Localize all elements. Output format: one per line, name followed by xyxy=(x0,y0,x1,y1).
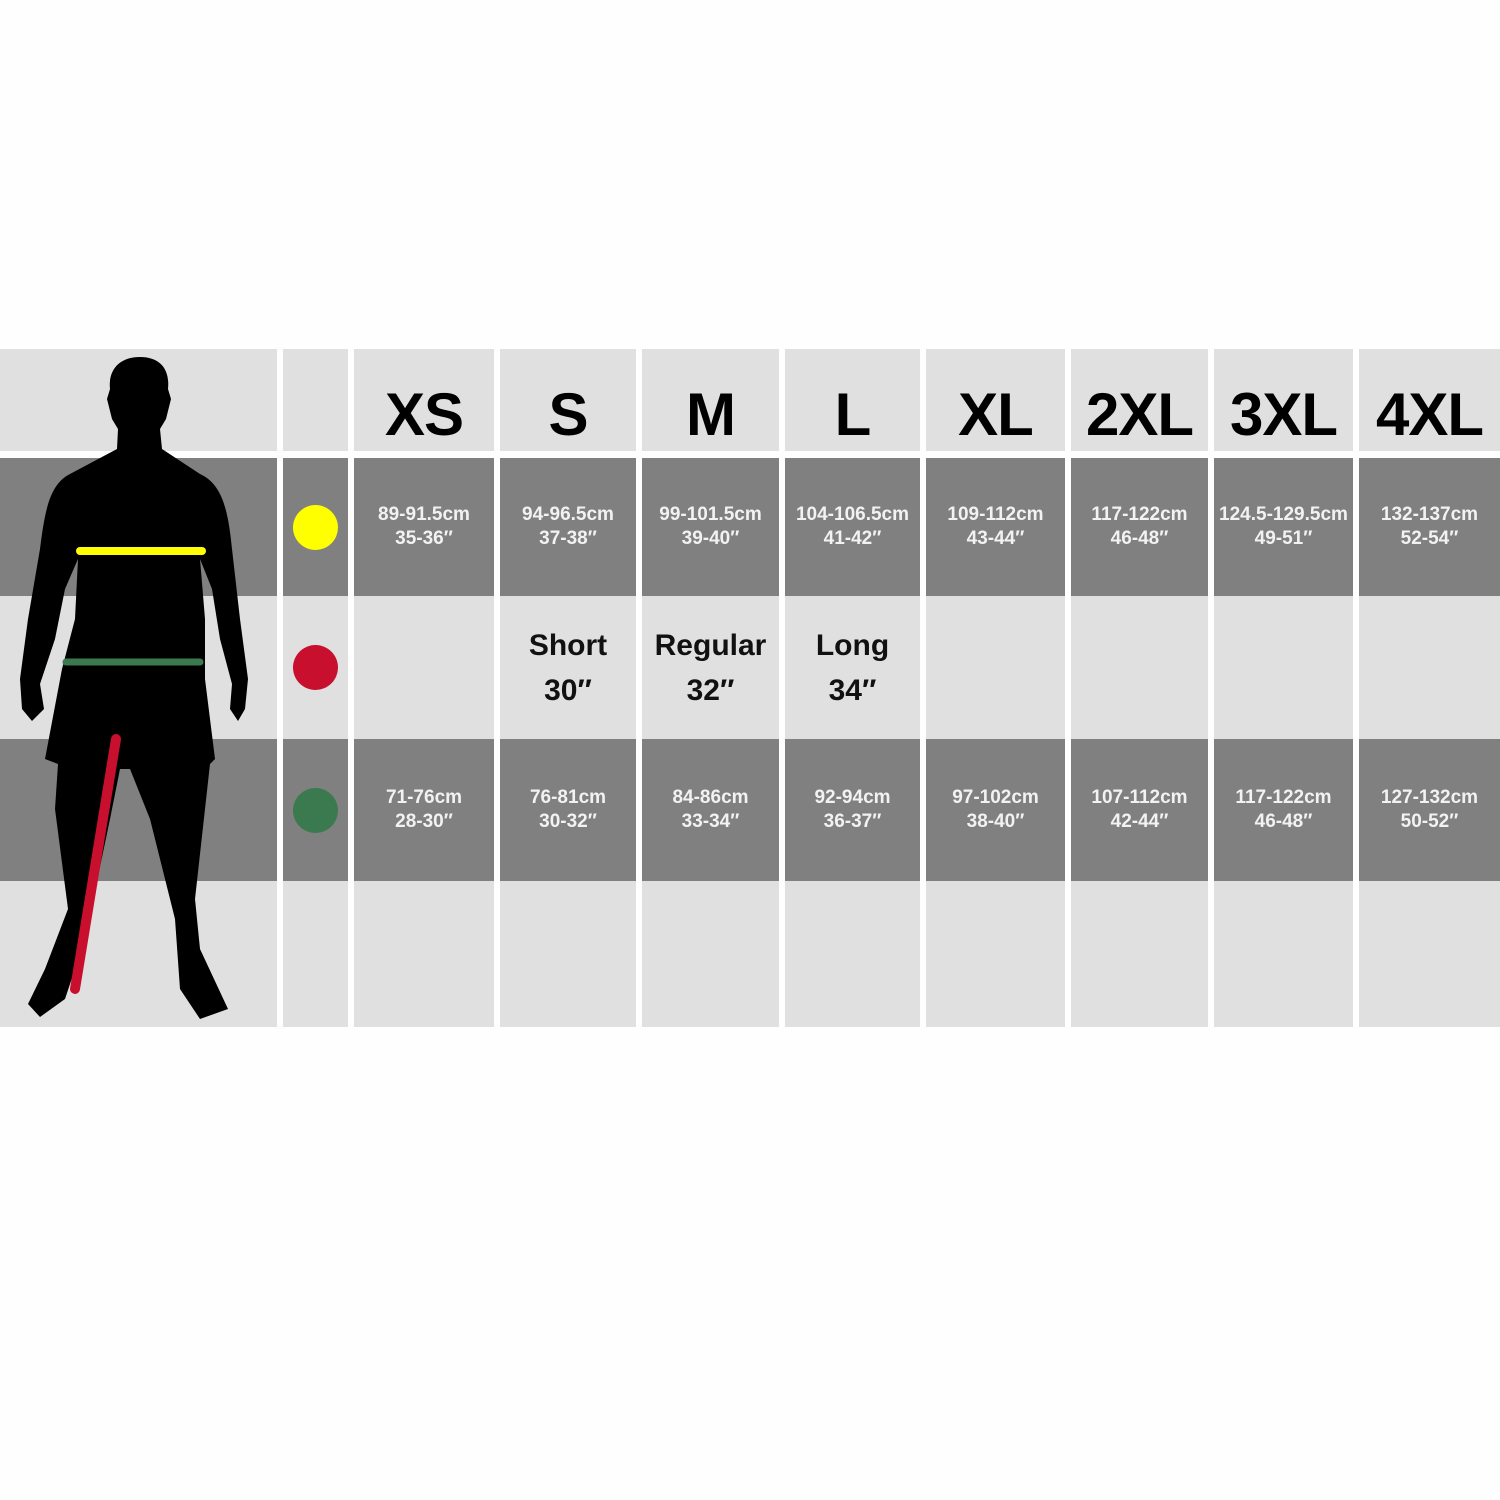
size-label: 4XL xyxy=(1375,380,1484,448)
waist-cell: 92-94cm 36-37″ xyxy=(785,739,920,881)
size-label: M xyxy=(686,380,736,448)
chest-cm: 109-112cm xyxy=(947,504,1044,525)
inseam-label: Regular xyxy=(654,628,767,662)
waist-cell: 84-86cm 33-34″ xyxy=(642,739,779,881)
indicator-header-cell xyxy=(283,349,348,451)
chest-in: 46-48″ xyxy=(1110,528,1169,549)
inseam-label: Short xyxy=(528,628,608,662)
waist-cm: 97-102cm xyxy=(952,787,1039,808)
inseam-cell xyxy=(1214,596,1353,739)
chest-cm: 94-96.5cm xyxy=(522,504,614,525)
bottom-cell xyxy=(926,881,1065,1027)
chest-in: 49-51″ xyxy=(1254,528,1313,549)
body-silhouette xyxy=(20,357,248,1019)
waist-cm: 76-81cm xyxy=(529,787,607,808)
chest-in: 52-54″ xyxy=(1400,528,1459,549)
bottom-cell xyxy=(500,881,636,1027)
waist-cm: 117-122cm xyxy=(1235,787,1332,808)
chest-cm: 117-122cm xyxy=(1091,504,1188,525)
inseam-cell xyxy=(354,596,494,739)
size-header: S xyxy=(500,349,636,451)
chest-in: 39-40″ xyxy=(681,528,740,549)
size-label: 3XL xyxy=(1229,380,1338,448)
size-header: 2XL xyxy=(1071,349,1208,451)
inseam-label: Long xyxy=(815,628,890,662)
size-header: XL xyxy=(926,349,1065,451)
waist-cell: 97-102cm 38-40″ xyxy=(926,739,1065,881)
chest-cell: 89-91.5cm 35-36″ xyxy=(354,458,494,596)
inseam-cell xyxy=(1359,596,1500,739)
bottom-cell xyxy=(1071,881,1208,1027)
size-header: 4XL xyxy=(1359,349,1500,451)
waist-in: 50-52″ xyxy=(1400,811,1459,832)
size-label: L xyxy=(834,380,872,448)
waist-cm: 107-112cm xyxy=(1091,787,1188,808)
inseam-dot-icon xyxy=(293,645,338,690)
bottom-cell xyxy=(642,881,779,1027)
chest-cell: 132-137cm 52-54″ xyxy=(1359,458,1500,596)
waist-cm: 71-76cm xyxy=(385,787,463,808)
waist-in: 42-44″ xyxy=(1110,811,1169,832)
chest-cell: 99-101.5cm 39-40″ xyxy=(642,458,779,596)
chest-cm: 89-91.5cm xyxy=(378,504,470,525)
size-label: 2XL xyxy=(1085,380,1194,448)
inseam-value: 34″ xyxy=(828,673,877,707)
waist-in: 30-32″ xyxy=(539,811,597,832)
inseam-measure-line xyxy=(70,734,121,994)
waist-cell: 76-81cm 30-32″ xyxy=(500,739,636,881)
bottom-cell xyxy=(1214,881,1353,1027)
waist-indicator-cell xyxy=(283,739,348,881)
waist-dot-icon xyxy=(293,787,338,833)
chest-cm: 124.5-129.5cm xyxy=(1219,504,1348,525)
size-label: S xyxy=(548,380,588,448)
waist-cm: 84-86cm xyxy=(672,787,749,808)
chest-cell: 117-122cm 46-48″ xyxy=(1071,458,1208,596)
size-header: 3XL xyxy=(1214,349,1353,451)
waist-cm: 92-94cm xyxy=(814,787,891,808)
chest-indicator-cell xyxy=(283,458,348,596)
waist-cell: 127-132cm 50-52″ xyxy=(1359,739,1500,881)
size-header: XS xyxy=(354,349,494,451)
chest-cm: 104-106.5cm xyxy=(795,504,910,525)
inseam-value: 30″ xyxy=(544,673,592,707)
waist-in: 33-34″ xyxy=(681,811,740,832)
size-header: M xyxy=(642,349,779,451)
inseam-cell xyxy=(926,596,1065,739)
bottom-cell xyxy=(1359,881,1500,1027)
inseam-cell xyxy=(1071,596,1208,739)
chest-in: 41-42″ xyxy=(823,528,882,549)
chest-cell: 124.5-129.5cm 49-51″ xyxy=(1214,458,1353,596)
inseam-cell: Short 30″ xyxy=(500,596,636,739)
chest-cell: 104-106.5cm 41-42″ xyxy=(785,458,920,596)
chest-in: 43-44″ xyxy=(966,528,1025,549)
waist-cm: 127-132cm xyxy=(1380,787,1479,808)
bottom-cell xyxy=(354,881,494,1027)
bottom-cell xyxy=(785,881,920,1027)
chest-cell: 94-96.5cm 37-38″ xyxy=(500,458,636,596)
chest-cell: 109-112cm 43-44″ xyxy=(926,458,1065,596)
size-label: XL xyxy=(958,380,1034,448)
waist-in: 38-40″ xyxy=(966,811,1025,832)
size-label: XS xyxy=(384,380,464,448)
inseam-indicator-cell xyxy=(283,596,348,739)
chest-cm: 99-101.5cm xyxy=(659,504,762,525)
chest-in: 35-36″ xyxy=(395,528,453,549)
waist-cell: 107-112cm 42-44″ xyxy=(1071,739,1208,881)
indicator-bottom-cell xyxy=(283,881,348,1027)
size-header: L xyxy=(785,349,920,451)
inseam-value: 32″ xyxy=(686,673,735,707)
chest-in: 37-38″ xyxy=(539,528,597,549)
waist-cell: 71-76cm 28-30″ xyxy=(354,739,494,881)
chest-cm: 132-137cm xyxy=(1380,504,1479,525)
waist-in: 46-48″ xyxy=(1254,811,1313,832)
chest-dot-icon xyxy=(293,504,338,550)
inseam-cell: Long 34″ xyxy=(785,596,920,739)
inseam-cell: Regular 32″ xyxy=(642,596,779,739)
waist-cell: 117-122cm 46-48″ xyxy=(1214,739,1353,881)
waist-in: 28-30″ xyxy=(395,811,453,832)
waist-in: 36-37″ xyxy=(823,811,882,832)
